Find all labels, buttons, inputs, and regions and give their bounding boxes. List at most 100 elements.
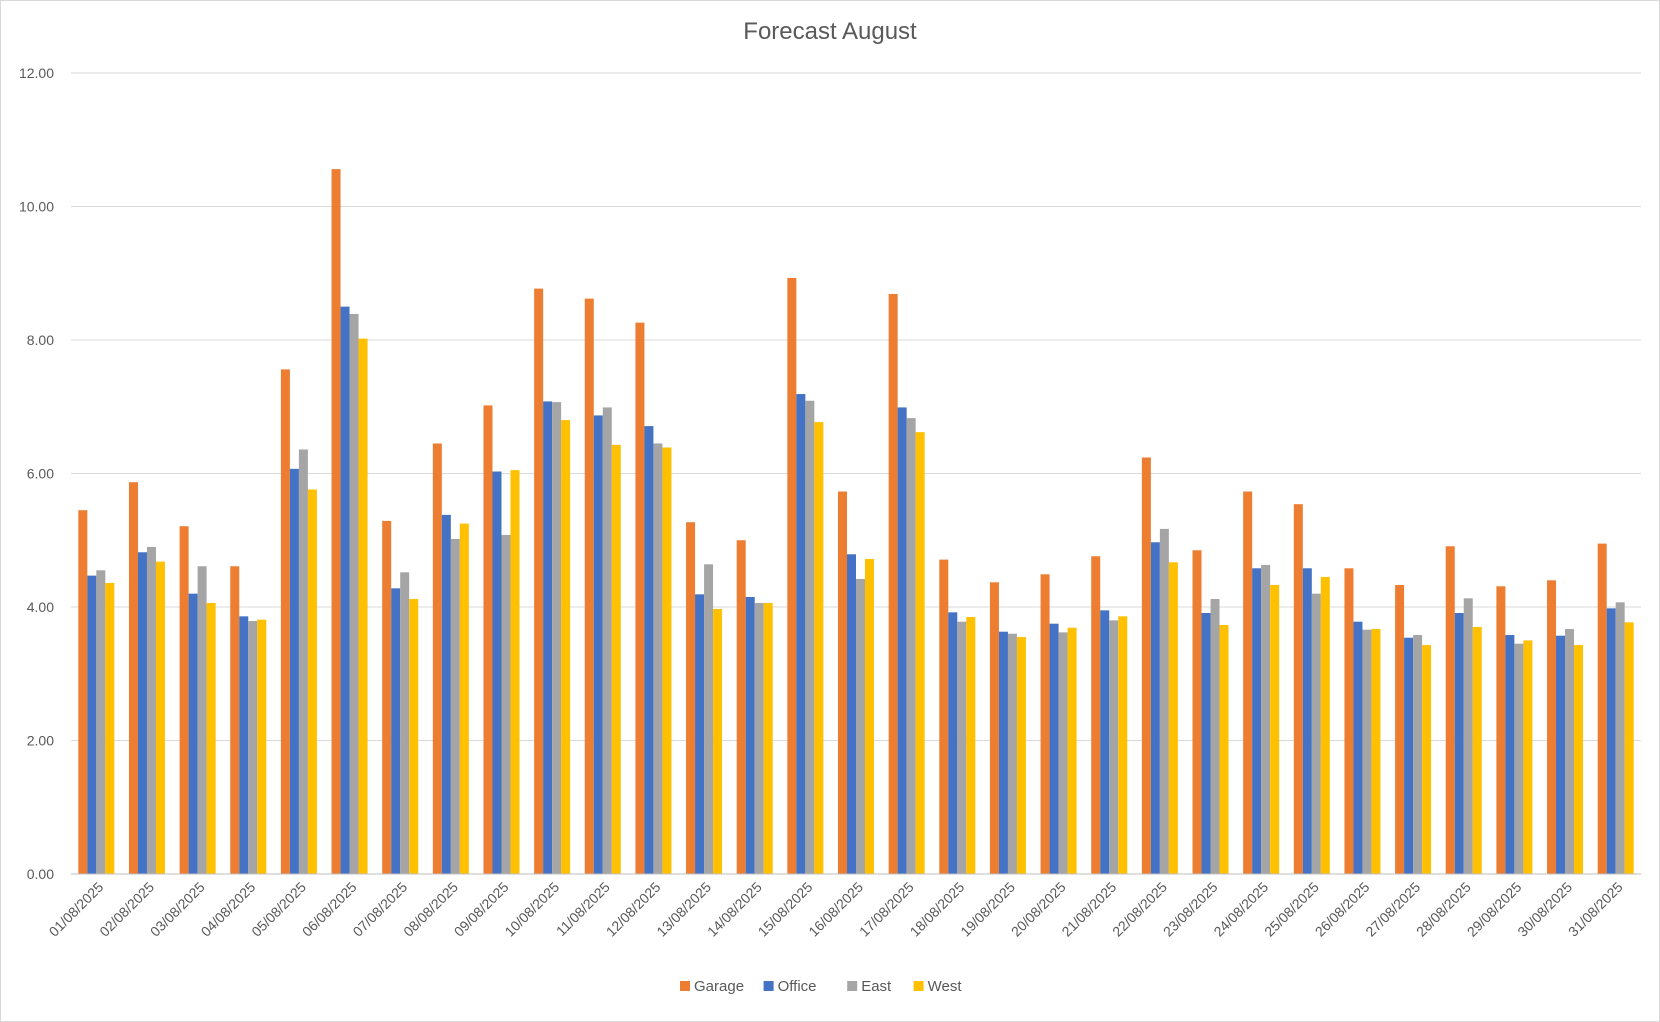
y-tick-label: 6.00 — [27, 466, 54, 482]
bar-west-20 — [1067, 627, 1077, 874]
bar-west-3 — [206, 603, 216, 874]
bar-office-26 — [1353, 621, 1363, 874]
bar-east-20 — [1058, 632, 1068, 874]
bar-east-16 — [856, 578, 865, 874]
bar-office-27 — [1404, 637, 1414, 874]
bar-garage-19 — [989, 582, 999, 874]
bar-east-13 — [704, 564, 714, 874]
bar-garage-14 — [736, 540, 746, 874]
bar-garage-28 — [1445, 546, 1455, 874]
bar-west-2 — [155, 561, 165, 874]
bar-east-9 — [501, 534, 511, 874]
bar-garage-23 — [1192, 550, 1202, 874]
legend-item-east: East — [847, 978, 892, 995]
bar-west-12 — [662, 447, 672, 874]
bar-office-1 — [87, 575, 97, 874]
bar-office-10 — [543, 401, 553, 874]
bar-garage-4 — [230, 566, 240, 874]
chart-title: Forecast August — [743, 18, 917, 45]
bar-east-12 — [653, 443, 663, 874]
bar-garage-15 — [787, 277, 797, 874]
bar-garage-7 — [382, 520, 392, 874]
bar-office-24 — [1252, 568, 1262, 874]
bar-garage-30 — [1547, 580, 1557, 874]
legend-swatch — [913, 981, 924, 991]
bar-garage-1 — [78, 510, 88, 874]
bar-east-5 — [298, 449, 308, 874]
bar-east-23 — [1210, 598, 1220, 874]
bar-office-20 — [1049, 623, 1059, 874]
bar-west-21 — [1118, 616, 1128, 874]
bar-garage-27 — [1395, 584, 1405, 874]
bar-office-25 — [1302, 568, 1312, 874]
bar-garage-29 — [1496, 586, 1506, 874]
bar-east-2 — [146, 546, 156, 874]
bar-east-24 — [1261, 564, 1271, 874]
bar-office-4 — [239, 616, 249, 874]
bar-east-31 — [1615, 602, 1625, 874]
bar-west-7 — [409, 598, 419, 874]
bar-garage-11 — [584, 298, 594, 874]
bar-west-13 — [713, 609, 723, 874]
x-axis-tick-labels: 01/08/202502/08/202503/08/202504/08/2025… — [46, 879, 1626, 940]
bar-east-30 — [1565, 629, 1575, 874]
bar-office-6 — [340, 306, 350, 875]
bar-garage-8 — [432, 443, 442, 874]
y-tick-label: 12.00 — [19, 65, 54, 81]
bar-office-13 — [695, 594, 705, 874]
legend-item-garage: Garage — [680, 978, 744, 995]
bar-office-17 — [897, 407, 907, 874]
bar-east-21 — [1109, 620, 1119, 874]
bar-garage-21 — [1091, 556, 1101, 874]
bar-garage-3 — [179, 526, 189, 874]
bar-garage-13 — [686, 522, 696, 874]
bar-office-21 — [1100, 610, 1110, 874]
bar-west-18 — [966, 617, 976, 874]
bar-west-24 — [1270, 584, 1280, 874]
bar-east-1 — [96, 570, 106, 874]
bar-east-7 — [400, 572, 410, 874]
bar-office-30 — [1556, 635, 1566, 874]
bar-east-3 — [197, 566, 207, 874]
bar-west-4 — [257, 619, 267, 874]
legend-label: Garage — [694, 978, 744, 995]
bar-garage-12 — [635, 322, 645, 874]
legend-swatch — [763, 981, 774, 991]
bar-garage-6 — [331, 169, 341, 874]
bar-garage-16 — [838, 491, 847, 874]
bar-east-28 — [1463, 598, 1473, 874]
bar-garage-9 — [483, 405, 493, 874]
bar-office-15 — [796, 394, 806, 874]
bar-garage-22 — [1141, 457, 1151, 874]
bar-office-9 — [492, 471, 502, 874]
bar-west-28 — [1472, 627, 1482, 874]
bar-west-30 — [1574, 645, 1584, 874]
bar-east-14 — [754, 603, 764, 874]
bar-east-15 — [805, 400, 815, 874]
bar-office-7 — [391, 588, 401, 874]
bar-east-11 — [602, 407, 612, 874]
bar-east-10 — [552, 402, 562, 874]
bar-office-31 — [1606, 608, 1616, 874]
bar-east-25 — [1311, 593, 1321, 874]
bar-east-17 — [906, 418, 916, 874]
bar-east-27 — [1413, 635, 1423, 874]
bar-east-6 — [349, 313, 359, 875]
bar-garage-31 — [1597, 543, 1607, 874]
bar-west-6 — [358, 338, 368, 874]
bar-west-29 — [1523, 640, 1533, 875]
bars — [78, 169, 1634, 875]
bar-west-10 — [561, 420, 571, 874]
bar-west-25 — [1320, 576, 1330, 874]
bar-office-11 — [593, 415, 603, 874]
bar-east-19 — [1007, 633, 1017, 874]
bar-office-18 — [948, 612, 958, 874]
bar-west-14 — [763, 603, 773, 874]
bar-garage-24 — [1243, 491, 1253, 874]
bar-west-9 — [510, 470, 520, 874]
legend-item-office: Office — [763, 978, 817, 995]
legend: Garage Office East West — [680, 978, 962, 995]
x-tick-label: 31/08/2025 — [1565, 879, 1626, 940]
bar-garage-18 — [939, 559, 949, 874]
